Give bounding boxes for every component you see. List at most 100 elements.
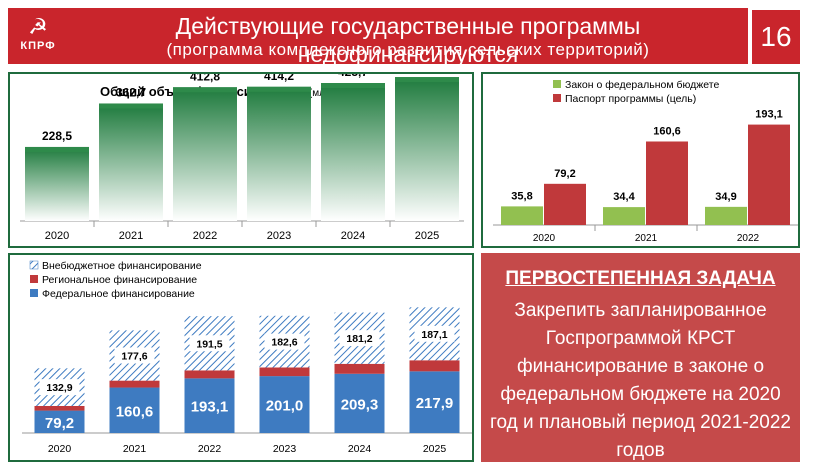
budget-law-bar xyxy=(603,207,645,225)
legend-swatch xyxy=(30,289,38,297)
data-label: 412,8 xyxy=(190,74,220,83)
slide-subtitle: (программа комплексного развития сельски… xyxy=(166,40,650,59)
x-tick-label: 2022 xyxy=(198,443,222,455)
header-banner: ☭ КПРФ Действующие государственные прогр… xyxy=(8,8,748,67)
data-label: 79,2 xyxy=(45,415,74,432)
budget-vs-passport-panel: Закон о федеральном бюджете Паспорт прогр… xyxy=(481,72,800,248)
total-bar xyxy=(321,83,385,221)
kprf-logo: ☭ КПРФ xyxy=(14,14,62,58)
data-label: 425,7 xyxy=(338,74,368,79)
data-label: 79,2 xyxy=(554,168,575,180)
legend-swatch xyxy=(553,80,561,88)
bar-group xyxy=(321,83,385,221)
x-tick-label: 2024 xyxy=(341,230,365,242)
legend-label: Внебюджетное финансирование xyxy=(42,260,202,272)
funding-structure-panel: Внебюджетное финансирование Региональное … xyxy=(8,253,474,462)
data-label-bg xyxy=(114,347,155,364)
x-tick-label: 2020 xyxy=(48,443,72,455)
x-tick-label: 2023 xyxy=(273,443,297,455)
data-label: 35,8 xyxy=(511,190,532,202)
data-label: 187,1 xyxy=(421,329,447,341)
data-label: 34,9 xyxy=(715,191,736,203)
bar-group xyxy=(173,87,237,221)
total-bar-cap xyxy=(173,87,237,93)
regional-segment xyxy=(109,380,160,388)
federal-segment xyxy=(184,378,235,433)
total-bar xyxy=(173,87,237,221)
total-bar-cap xyxy=(321,83,385,89)
x-tick-label: 2024 xyxy=(348,443,372,455)
task-body: Закрепить запланированное Госпрограммой … xyxy=(490,300,791,461)
total-funding-panel: Общий объем финансирования (млрд. руб.)2… xyxy=(8,59,474,248)
data-label: 191,5 xyxy=(196,338,222,350)
data-label: 201,0 xyxy=(266,398,304,415)
x-tick-label: 2021 xyxy=(119,230,143,242)
data-label: 160,6 xyxy=(653,125,681,137)
data-label: 362,7 xyxy=(116,85,146,99)
regional-segment xyxy=(184,370,235,379)
data-label: 193,1 xyxy=(191,399,229,416)
legend-swatch xyxy=(30,275,38,283)
bar-group xyxy=(99,103,163,221)
x-tick-label: 2020 xyxy=(533,233,556,244)
page-number: 16 xyxy=(752,10,800,64)
data-label: 160,6 xyxy=(116,403,154,420)
passport-bar xyxy=(748,124,790,225)
slide-title: Действующие государственные программы не… xyxy=(175,13,641,67)
federal-segment xyxy=(259,376,310,433)
budget-law-bar xyxy=(501,206,543,225)
logo-text: КПРФ xyxy=(20,40,56,52)
legend-swatch xyxy=(553,94,561,102)
x-tick-label: 2021 xyxy=(635,233,658,244)
x-tick-label: 2022 xyxy=(737,233,760,244)
data-label: 228,5 xyxy=(42,129,72,143)
x-tick-label: 2020 xyxy=(45,230,69,242)
hammer-sickle-icon: ☭ xyxy=(28,14,48,39)
passport-bar xyxy=(544,183,586,225)
data-label: 132,9 xyxy=(46,382,72,394)
total-bar-cap xyxy=(395,77,459,83)
regional-segment xyxy=(334,363,385,374)
x-tick-label: 2021 xyxy=(123,443,147,455)
budget-vs-passport-chart: Закон о федеральном бюджете Паспорт прогр… xyxy=(493,79,799,244)
data-label: 182,6 xyxy=(271,337,297,349)
legend-swatch xyxy=(29,260,39,270)
legend-label: Региональное финансирование xyxy=(42,274,197,286)
data-label-bg xyxy=(414,325,455,342)
data-label-bg xyxy=(339,330,380,347)
x-tick-label: 2025 xyxy=(423,443,447,455)
data-label: 181,2 xyxy=(346,333,372,345)
regional-segment xyxy=(259,367,310,377)
data-label-bg xyxy=(264,333,305,350)
total-bar xyxy=(247,86,311,222)
regional-segment xyxy=(409,360,460,372)
federal-segment xyxy=(109,387,160,433)
priority-task-box: ПЕРВОСТЕПЕННАЯ ЗАДАЧА Закрепить запланир… xyxy=(481,253,800,462)
total-bar xyxy=(99,103,163,221)
x-tick-label: 2023 xyxy=(267,230,291,242)
passport-bar xyxy=(646,141,688,225)
federal-segment xyxy=(334,373,385,433)
legend-label: Федеральное финансирование xyxy=(42,288,195,300)
bar-group xyxy=(25,146,89,221)
data-label-bg xyxy=(39,379,80,396)
budget-law-bar xyxy=(705,206,747,225)
total-bar-cap xyxy=(25,146,89,152)
total-funding-chart: Общий объем финансирования (млрд. руб.)2… xyxy=(20,59,464,242)
regional-segment xyxy=(34,405,85,411)
funding-structure-chart: Внебюджетное финансирование Региональное … xyxy=(22,260,472,455)
bar-group xyxy=(247,86,311,222)
total-bar-cap xyxy=(247,86,311,92)
legend-label: Закон о федеральном бюджете xyxy=(565,79,719,91)
data-label: 193,1 xyxy=(755,109,783,121)
bar-group xyxy=(395,77,459,221)
data-label: 177,6 xyxy=(121,350,147,362)
data-label-bg xyxy=(189,335,230,352)
legend-label: Паспорт программы (цель) xyxy=(565,93,696,105)
data-label: 414,2 xyxy=(264,74,294,83)
total-bar xyxy=(25,146,89,221)
data-label: 34,4 xyxy=(613,191,635,203)
federal-segment xyxy=(34,410,85,433)
total-bar-cap xyxy=(99,103,163,109)
data-label: 217,9 xyxy=(416,395,454,412)
